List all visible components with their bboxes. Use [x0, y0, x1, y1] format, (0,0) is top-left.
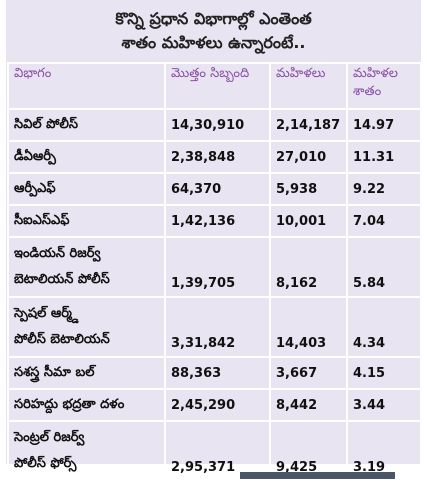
value-cell: 2,38,848: [164, 140, 271, 174]
table-body: సివిల్ పోలీస్ 14,30,910 2,14,187 14.97 డీఏఆర…: [7, 108, 422, 482]
infographic-panel: కొన్ని ప్రధాన విభాగాల్లో ఎంతెంత శాతం మహి…: [6, 0, 422, 482]
value-cell: 14,403: [269, 296, 348, 358]
table-row: డీఏఆర్పీ 2,38,848 27,010 11.31: [7, 140, 422, 174]
label-line: ఆర్పీఎఫ్: [14, 181, 56, 196]
value-cell: 2,14,187: [269, 108, 348, 142]
table-row: సశస్త్ర సీమా బల్ 88,363 3,667 4.15: [7, 356, 422, 390]
table-row: సివిల్ పోలీస్ 14,30,910 2,14,187 14.97: [7, 108, 422, 142]
value-cell: 9,425: [269, 420, 348, 482]
value-cell: 10,001: [269, 204, 348, 238]
value-cell: 27,010: [269, 140, 348, 174]
label-cell: సివిల్ పోలీస్: [7, 108, 166, 142]
value-cell: 3.19: [346, 420, 422, 482]
label-line: సశస్త్ర సీమా బల్: [14, 365, 95, 380]
value-cell: 3,667: [269, 356, 348, 390]
label-cell: స్పెషల్ ఆర్మ్డ్ పోలీస్ బెటాలియన్: [7, 296, 166, 358]
title-line: కొన్ని ప్రధాన విభాగాల్లో ఎంతెంత: [115, 9, 312, 28]
label-line: పోలీస్ ఫోర్స్: [14, 456, 77, 471]
value-cell: 5,938: [269, 172, 348, 206]
decor-strip: [240, 472, 395, 479]
value-cell: 3,31,842: [164, 296, 271, 358]
value-cell: 4.15: [346, 356, 422, 390]
label-line: సరిహద్దు భద్రతా దళం: [14, 397, 125, 412]
label-line: సివిల్ పోలీస్: [14, 117, 79, 132]
value-cell: 1,42,136: [164, 204, 271, 238]
value-cell: 2,45,290: [164, 388, 271, 422]
value-cell: 8,162: [269, 236, 348, 298]
value-cell: 8,442: [269, 388, 348, 422]
label-line: సీఐఎస్ఎఫ్: [14, 213, 70, 228]
value-cell: 2,95,371: [164, 420, 271, 482]
header-cell: విభాగం: [7, 62, 166, 110]
value-cell: 88,363: [164, 356, 271, 390]
label-cell: సశస్త్ర సీమా బల్: [7, 356, 166, 390]
label-cell: సెంట్రల్ రిజర్వ్ పోలీస్ ఫోర్స్: [7, 420, 166, 482]
value-cell: 11.31: [346, 140, 422, 174]
value-cell: 1,39,705: [164, 236, 271, 298]
value-cell: 3.44: [346, 388, 422, 422]
header-row: విభాగం మొత్తం సిబ్బంది మహిళలు మహిళల శాతం: [7, 62, 422, 110]
label-line: బెటాలియన్ పోలీస్: [14, 272, 110, 287]
label-line: సెంట్రల్ రిజర్వ్: [14, 430, 85, 445]
label-line: ఇండియన్ రిజర్వ్: [14, 246, 101, 261]
label-cell: సీఐఎస్ఎఫ్: [7, 204, 166, 238]
table-row: ఇండియన్ రిజర్వ్ బెటాలియన్ పోలీస్ 1,39,705 8…: [7, 236, 422, 298]
header-cell: మహిళల శాతం: [346, 62, 422, 110]
table-row: స్పెషల్ ఆర్మ్డ్ పోలీస్ బెటాలియన్ 3,31,842 1…: [7, 296, 422, 358]
value-cell: 4.34: [346, 296, 422, 358]
label-cell: సరిహద్దు భద్రతా దళం: [7, 388, 166, 422]
value-cell: 14,30,910: [164, 108, 271, 142]
label-line: పోలీస్ బెటాలియన్: [14, 332, 110, 347]
label-line: స్పెషల్ ఆర్మ్డ్: [14, 306, 79, 321]
header-cell: మొత్తం సిబ్బంది: [164, 62, 271, 110]
label-cell: డీఏఆర్పీ: [7, 140, 166, 174]
label-cell: ఆర్పీఎఫ్: [7, 172, 166, 206]
table-row: సెంట్రల్ రిజర్వ్ పోలీస్ ఫోర్స్ 2,95,371 9,4…: [7, 420, 422, 482]
value-cell: 7.04: [346, 204, 422, 238]
value-cell: 64,370: [164, 172, 271, 206]
table-row: ఆర్పీఎఫ్ 64,370 5,938 9.22: [7, 172, 422, 206]
table: విభాగం మొత్తం సిబ్బంది మహిళలు మహిళల శాతం సి…: [7, 62, 422, 482]
title-line: శాతం మహిళలు ఉన్నారంటే..: [121, 33, 306, 52]
value-cell: 14.97: [346, 108, 422, 142]
value-cell: 5.84: [346, 236, 422, 298]
value-cell: 9.22: [346, 172, 422, 206]
header-cell: మహిళలు: [269, 62, 348, 110]
table-row: సరిహద్దు భద్రతా దళం 2,45,290 8,442 3.44: [7, 388, 422, 422]
label-cell: ఇండియన్ రిజర్వ్ బెటాలియన్ పోలీస్: [7, 236, 166, 298]
table-row: సీఐఎస్ఎఫ్ 1,42,136 10,001 7.04: [7, 204, 422, 238]
title: కొన్ని ప్రధాన విభాగాల్లో ఎంతెంత శాతం మహి…: [6, 0, 421, 62]
label-line: డీఏఆర్పీ: [14, 149, 56, 164]
